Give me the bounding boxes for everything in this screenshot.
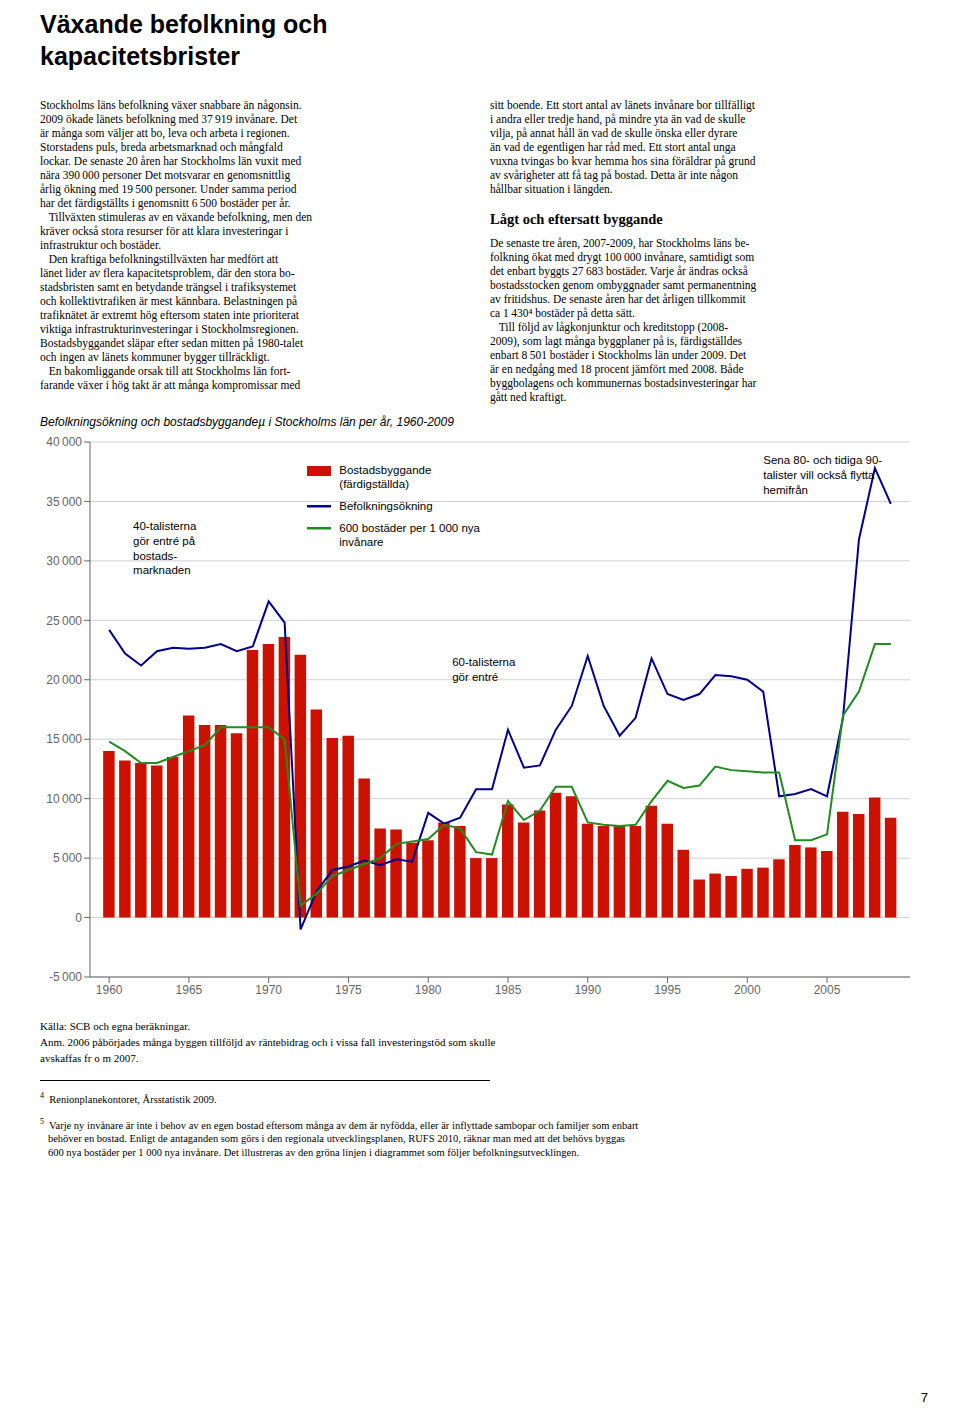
html-text:Lågt och eftersatt byggande: Lågt och eftersatt byggande — [490, 211, 663, 227]
svg-text:Sena 80- och tidiga 90-taliste: Sena 80- och tidiga 90-talister vill ock… — [763, 454, 882, 496]
html-text:avskaffas fr o m 2007.: avskaffas fr o m 2007. — [40, 1052, 139, 1064]
svg-text:1970: 1970 — [255, 983, 282, 997]
html-text:Källa: SCB och egna beräkninga: Källa: SCB och egna beräkningar. — [40, 1020, 190, 1032]
svg-text:1990: 1990 — [574, 983, 601, 997]
svg-text:0: 0 — [75, 911, 82, 925]
svg-text:25 000: 25 000 — [46, 614, 82, 628]
html-text:4Renionplanekontoret, Årsstati: 4Renionplanekontoret, Årsstatistik 2009. — [40, 1091, 217, 1105]
svg-text:30 000: 30 000 — [46, 554, 82, 568]
html-text:(färdigställda): (färdigställda) — [339, 478, 409, 491]
svg-text:20 000: 20 000 — [46, 673, 82, 687]
html-text:Befolkningsökning: Befolkningsökning — [339, 500, 433, 513]
svg-text:5 000: 5 000 — [53, 851, 82, 865]
html-text:De senaste tre åren, 2007-2009: De senaste tre åren, 2007-2009, har Stoc… — [490, 237, 757, 403]
svg-text:1995: 1995 — [654, 983, 681, 997]
svg-text:60-talisternagör entré: 60-talisternagör entré — [452, 656, 516, 683]
svg-text:10 000: 10 000 — [46, 792, 82, 806]
html-text:600 bostäder per 1 000 nya: 600 bostäder per 1 000 nya — [339, 522, 480, 535]
html-text:sitt boende. Ett stort antal a: sitt boende. Ett stort antal av länets i… — [490, 99, 756, 195]
svg-text:1980: 1980 — [415, 983, 442, 997]
html-text:Bostadsbyggande: Bostadsbyggande — [339, 464, 432, 477]
svg-text:40 000: 40 000 — [46, 435, 82, 449]
html-text:Anm. 2006 påbörjades många byg: Anm. 2006 påbörjades många byggen tillfö… — [40, 1036, 496, 1048]
html-text:7: 7 — [920, 1390, 928, 1405]
html-text:5Varje ny invånare är inte i b: 5Varje ny invånare är inte i behov av en… — [40, 1116, 639, 1158]
svg-text:-5 000: -5 000 — [49, 970, 82, 984]
svg-text:2005: 2005 — [814, 983, 841, 997]
svg-text:1975: 1975 — [335, 983, 362, 997]
html-text:Växande befolkning och: Växande befolkning och — [40, 10, 328, 38]
svg-text:2000: 2000 — [734, 983, 761, 997]
html-text:Stockholms läns befolkning väx: Stockholms läns befolkning växer snabbar… — [40, 99, 312, 391]
svg-text:15 000: 15 000 — [46, 732, 82, 746]
svg-text:35 000: 35 000 — [46, 495, 82, 509]
html-text:invånare: invånare — [339, 536, 384, 549]
svg-text:40-talisternagör entré påbosta: 40-talisternagör entré påbostads-marknad… — [133, 520, 197, 577]
svg-text:1960: 1960 — [96, 983, 123, 997]
html-text:Befolkningsökning och bostadsb: Befolkningsökning och bostadsbyggandeµ i… — [40, 415, 454, 429]
svg-text:1965: 1965 — [176, 983, 203, 997]
svg-text:1985: 1985 — [495, 983, 522, 997]
html-text:kapacitetsbrister: kapacitetsbrister — [40, 42, 241, 70]
